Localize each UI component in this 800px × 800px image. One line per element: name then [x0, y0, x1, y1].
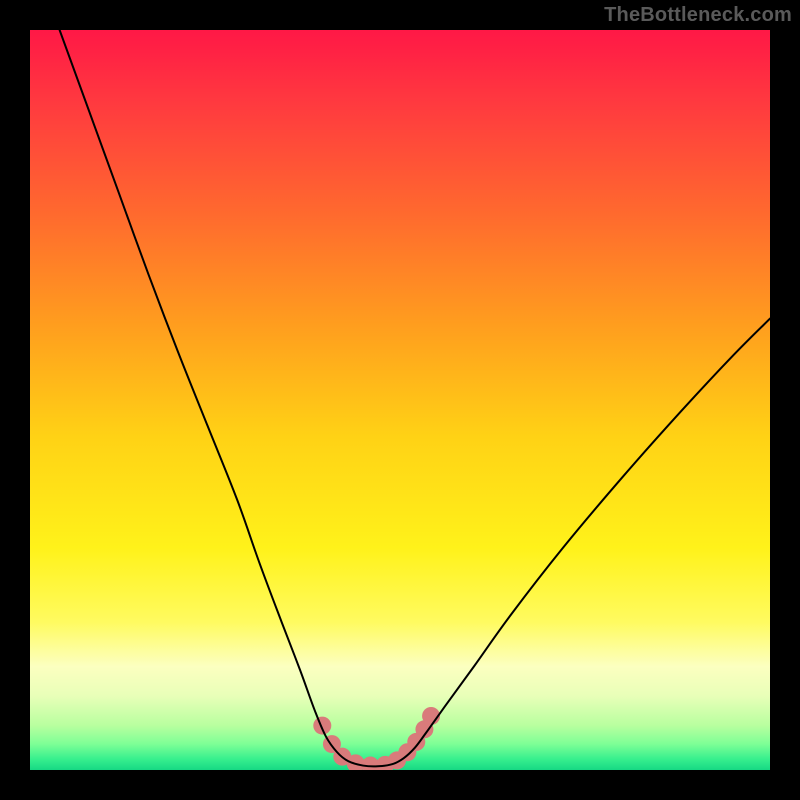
watermark-text: TheBottleneck.com: [604, 4, 792, 27]
valley-marker: [313, 717, 331, 735]
chart-frame: TheBottleneck.com: [0, 0, 800, 800]
gradient-background: [30, 30, 770, 770]
bottleneck-chart: [30, 30, 770, 770]
plot-area: [30, 30, 770, 770]
